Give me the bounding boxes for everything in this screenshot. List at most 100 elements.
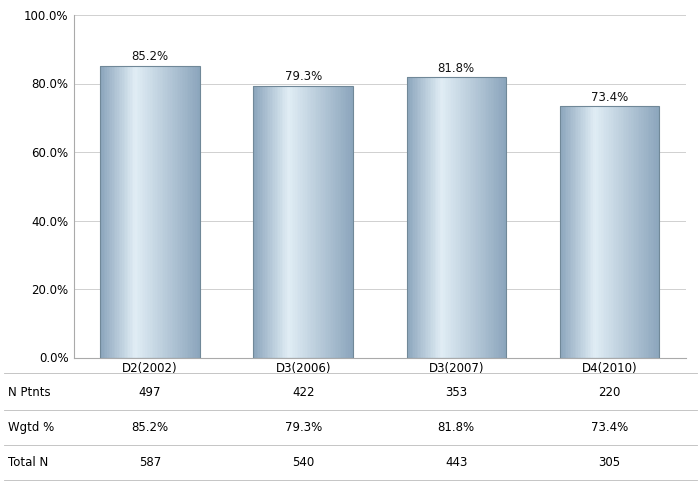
Bar	[153, 66, 155, 358]
Bar	[481, 78, 483, 357]
Bar	[643, 106, 645, 358]
Bar	[452, 78, 453, 357]
Bar	[463, 78, 465, 357]
Bar	[318, 86, 320, 357]
Bar	[617, 106, 620, 358]
Bar	[113, 66, 116, 358]
Bar	[620, 106, 621, 358]
Bar	[501, 78, 503, 357]
Bar	[458, 78, 460, 357]
Bar	[576, 106, 578, 358]
Bar	[433, 78, 435, 357]
Bar	[100, 66, 200, 358]
Bar	[163, 66, 165, 358]
Text: Total N: Total N	[8, 456, 48, 469]
Bar	[180, 66, 182, 358]
Bar	[639, 106, 641, 358]
Bar	[489, 78, 491, 357]
Bar	[343, 86, 345, 357]
Bar	[484, 78, 486, 357]
Bar	[144, 66, 145, 358]
Bar	[122, 66, 124, 358]
Bar	[348, 86, 350, 357]
Bar	[476, 78, 478, 357]
Bar	[272, 86, 274, 357]
Bar	[611, 106, 613, 358]
Bar	[412, 78, 413, 357]
Bar	[158, 66, 160, 358]
Bar	[444, 78, 447, 357]
Bar	[162, 66, 164, 358]
Bar	[328, 86, 330, 357]
Bar	[325, 86, 327, 357]
Bar	[483, 78, 484, 357]
Bar	[560, 106, 659, 358]
Bar	[623, 106, 624, 358]
Bar	[337, 86, 338, 357]
Bar	[449, 78, 452, 357]
Text: 73.4%: 73.4%	[591, 90, 628, 104]
Text: 422: 422	[292, 386, 314, 399]
Bar	[297, 86, 298, 357]
Bar	[496, 78, 498, 357]
Bar	[157, 66, 158, 358]
Bar	[601, 106, 603, 358]
Bar	[142, 66, 144, 358]
Bar	[580, 106, 582, 358]
Bar	[631, 106, 633, 358]
Bar	[349, 86, 351, 357]
Bar	[280, 86, 282, 357]
Bar	[438, 78, 440, 357]
Bar	[188, 66, 190, 358]
Bar	[592, 106, 593, 358]
Bar	[589, 106, 592, 358]
Text: 587: 587	[139, 456, 161, 469]
Bar	[426, 78, 428, 357]
Bar	[321, 86, 323, 357]
Bar	[565, 106, 566, 358]
Bar	[165, 66, 167, 358]
Bar	[407, 78, 506, 357]
Bar	[267, 86, 269, 357]
Bar	[586, 106, 588, 358]
Bar	[268, 86, 270, 357]
Bar	[593, 106, 595, 358]
Bar	[335, 86, 337, 357]
Bar	[140, 66, 142, 358]
Bar	[155, 66, 157, 358]
Bar	[129, 66, 130, 358]
Bar	[100, 66, 102, 358]
Bar	[105, 66, 107, 358]
Text: 497: 497	[139, 386, 161, 399]
Bar	[448, 78, 450, 357]
Bar	[139, 66, 140, 358]
Bar	[285, 86, 287, 357]
Text: 73.4%: 73.4%	[591, 421, 628, 434]
Bar	[174, 66, 175, 358]
Bar	[145, 66, 147, 358]
Bar	[197, 66, 198, 358]
Bar	[561, 106, 563, 358]
Bar	[265, 86, 267, 357]
Bar	[606, 106, 608, 358]
Bar	[331, 86, 333, 357]
Bar	[198, 66, 200, 358]
Bar	[187, 66, 188, 358]
Bar	[605, 106, 606, 358]
Bar	[435, 78, 437, 357]
Bar	[310, 86, 312, 357]
Bar	[323, 86, 325, 357]
Bar	[505, 78, 506, 357]
Text: 79.3%: 79.3%	[285, 70, 322, 84]
Bar	[130, 66, 132, 358]
Bar	[473, 78, 475, 357]
Bar	[107, 66, 108, 358]
Bar	[599, 106, 601, 358]
Bar	[629, 106, 631, 358]
Bar	[650, 106, 651, 358]
Bar	[493, 78, 495, 357]
Bar	[581, 106, 583, 358]
Bar	[596, 106, 598, 358]
Bar	[125, 66, 127, 358]
Bar	[338, 86, 339, 357]
